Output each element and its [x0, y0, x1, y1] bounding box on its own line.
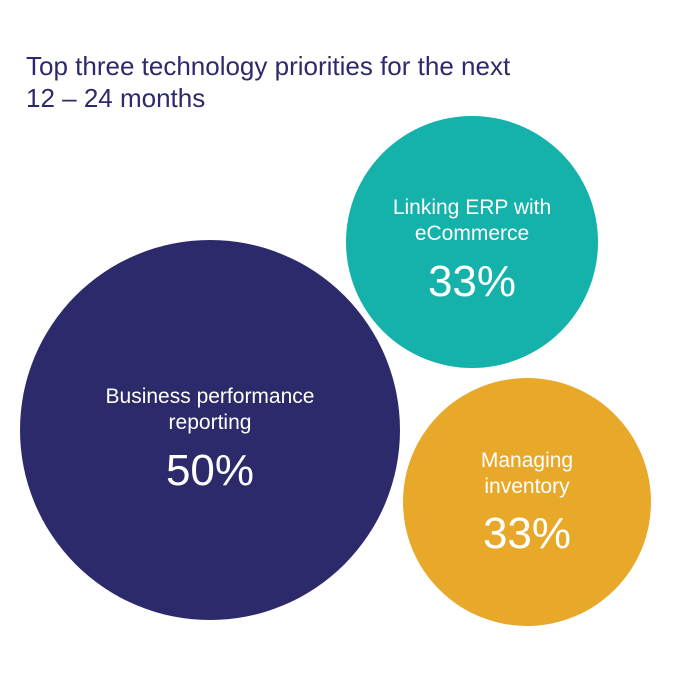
bubble-value-linking-erp-with-ecommerce: 33% — [428, 257, 516, 306]
bubble-business-performance-reporting: Business performance reporting 50% — [20, 240, 400, 620]
bubble-value-business-performance-reporting: 50% — [166, 446, 254, 495]
bubble-linking-erp-with-ecommerce: Linking ERP with eCommerce 33% — [346, 116, 598, 368]
bubble-label-business-performance-reporting-line-2: reporting — [169, 411, 252, 434]
bubble-label-linking-erp-with-ecommerce-line-1: Linking ERP with — [393, 196, 551, 219]
bubble-label-linking-erp-with-ecommerce-line-2: eCommerce — [415, 222, 529, 245]
chart-title: Top three technology priorities for the … — [26, 50, 646, 114]
chart-title-line-2: 12 – 24 months — [26, 83, 206, 113]
chart-title-line-1: Top three technology priorities for the … — [26, 51, 511, 81]
bubble-label-managing-inventory-line-2: inventory — [484, 475, 570, 498]
bubble-value-managing-inventory: 33% — [483, 509, 571, 558]
bubble-circle-linking-erp-with-ecommerce — [346, 116, 598, 368]
bubble-circle-business-performance-reporting — [20, 240, 400, 620]
bubble-label-managing-inventory-line-1: Managing — [481, 449, 573, 472]
bubble-circle-managing-inventory — [403, 378, 651, 626]
bubble-managing-inventory: Managing inventory 33% — [403, 378, 651, 626]
bubble-label-business-performance-reporting-line-1: Business performance — [106, 385, 315, 408]
